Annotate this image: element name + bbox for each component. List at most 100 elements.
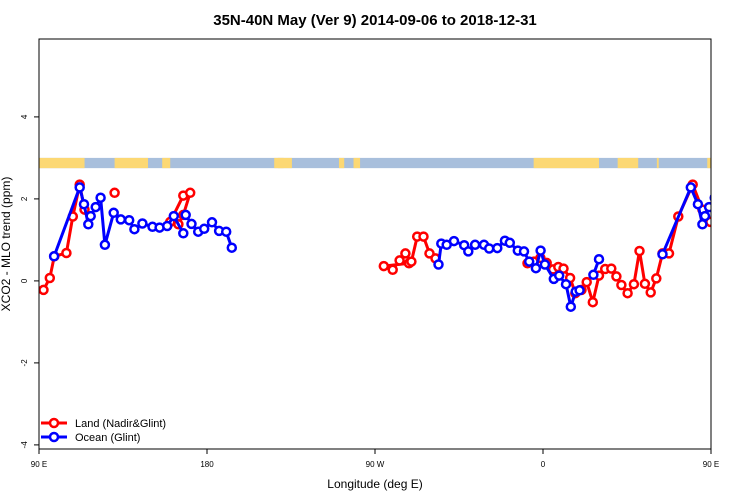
data-point [394,255,405,266]
data-point [622,287,633,299]
land-span [39,157,85,169]
data-point [530,262,542,274]
data-point [492,242,503,254]
chart-title: 35N-40N May (Ver 9) 2014-09-06 to 2018-1… [213,12,537,29]
x-tick-label: 180 [200,460,214,469]
x-tick-label: 90 W [366,460,385,469]
data-point [44,272,56,284]
legend: Land (Nadir&Glint) Ocean (Glint) [41,417,166,444]
land-span [353,157,361,169]
data-point [95,192,106,203]
data-point [728,189,736,197]
series-ocean [48,182,750,312]
data-point [378,260,390,272]
data-point [553,270,565,281]
land-ocean-mask-band [39,157,711,169]
data-point [504,237,516,249]
y-tick-label: -2 [20,359,29,367]
data-point [180,209,191,221]
data-point [74,182,85,193]
data-point [692,198,704,210]
y-tick-label: 4 [20,114,29,119]
data-point [746,225,750,233]
x-axis: 90 E 180 90 W 0 90 E [31,449,719,469]
data-point [523,256,535,267]
data-point [606,263,617,274]
land-span [277,157,292,169]
data-point [129,223,140,235]
data-point [593,253,605,265]
series-line [661,185,711,255]
y-axis-label: XCO2 - MLO trend (ppm) [0,177,13,312]
data-point [85,210,96,222]
data-point [448,235,460,247]
data-point [418,231,429,242]
data-point [535,245,546,256]
data-point [645,287,656,298]
data-point [697,219,708,230]
data-point [717,241,725,249]
series-line [708,219,711,224]
data-point [198,223,210,235]
data-point [78,198,90,210]
data-point [483,243,495,254]
land-span [617,157,639,169]
data-point [184,187,196,199]
data-point [539,259,551,270]
data-point [574,285,585,296]
data-point [137,218,148,229]
y-tick-label: -4 [20,441,29,449]
y-tick-label: 2 [20,196,29,201]
data-point [226,242,238,253]
data-point [387,264,398,276]
data-point [588,269,599,281]
x-tick-label: 90 E [703,460,719,469]
data-point [732,215,740,223]
data-point [518,246,530,257]
data-point [109,187,120,199]
data-point [715,220,723,228]
data-point [740,216,748,224]
data-point [400,248,411,259]
data-point [727,189,735,197]
data-point [220,226,232,237]
data-point [48,251,60,262]
data-point [709,193,711,202]
data-point [463,246,474,257]
data-point [739,192,747,200]
y-axis: -4 -2 0 2 4 [20,114,39,448]
data-point [406,256,417,267]
data-point [168,210,180,222]
data-point [560,278,572,290]
series-layer [39,179,750,312]
data-point [39,284,49,296]
data-point [685,182,697,193]
data-point [206,217,218,228]
data-point [587,296,599,308]
x-tick-label: 0 [541,460,546,469]
data-point [90,201,101,213]
data-point [186,218,197,230]
data-point [651,273,662,284]
data-point [581,276,592,288]
land-span [656,157,659,169]
data-point [657,249,668,260]
data-point [108,207,119,219]
land-span [338,157,345,169]
x-tick-label: 90 E [31,460,47,469]
data-point [703,201,711,213]
legend-ocean-label: Ocean (Glint) [75,432,140,444]
legend-land-label: Land (Nadir&Glint) [75,418,166,430]
land-span [533,157,599,169]
data-point [611,271,622,282]
ocean-band [39,157,711,169]
legend-land-marker [48,417,60,429]
data-point [115,214,127,225]
data-point [433,259,444,270]
data-point [123,214,135,226]
data-point [83,219,94,230]
data-point [178,228,189,239]
data-point [628,278,640,290]
plot-frame [38,38,712,450]
